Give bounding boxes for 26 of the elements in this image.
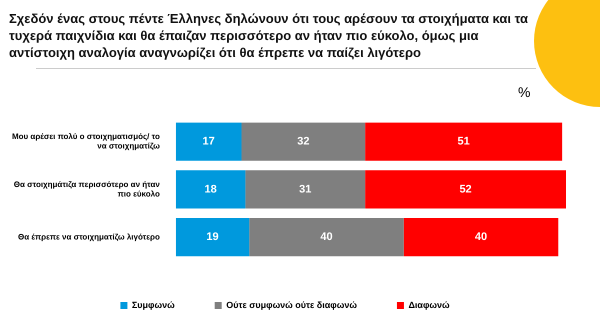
data-label: 32 bbox=[297, 136, 310, 148]
y-tick-label: Μου αρέσει πολύ ο στοιχηματισμός/ το να στοιχηματίζω bbox=[12, 132, 160, 151]
bar bbox=[365, 122, 562, 161]
chart-title: Σχεδόν ένας στους πέντε Έλληνες δηλώνουν ότι τους αρέσουν τα στοιχήματα και τα τυχερά παιχνίδια και θα έπαιζαν περισσότερο αν ήταν πιο εύκολο, όμως μια αντίστοιχη αναλογία αναγνωρίζει ότι θα έπρεπε να παίζει λιγότερο bbox=[9, 10, 530, 61]
bar bbox=[176, 170, 246, 208]
y-tick-label: Θα έπρεπε να στοιχηματίζω λιγότερο bbox=[18, 232, 160, 242]
legend-label: Διαφωνώ bbox=[408, 300, 450, 310]
bar bbox=[249, 218, 404, 256]
bar bbox=[404, 218, 558, 256]
data-label: 52 bbox=[459, 183, 472, 196]
text: % bbox=[518, 84, 530, 100]
y-tick-label: Θα στοιχημάτιζα περισσότερο αν ήταν πιο εύκολο bbox=[14, 180, 160, 198]
data-label: 19 bbox=[206, 231, 219, 244]
data-label: 18 bbox=[204, 183, 217, 196]
legend-label: Ούτε συμφωνώ ούτε διαφωνώ bbox=[226, 300, 358, 310]
data-label: 51 bbox=[458, 136, 470, 148]
bar bbox=[365, 170, 566, 208]
data-label: 17 bbox=[202, 136, 215, 148]
bar bbox=[245, 170, 366, 208]
data-label: 31 bbox=[299, 183, 312, 196]
bar bbox=[242, 122, 366, 161]
bar bbox=[176, 218, 250, 256]
bar bbox=[176, 122, 242, 161]
data-label: 40 bbox=[474, 231, 488, 244]
legend-label: Συμφωνώ bbox=[132, 300, 176, 310]
data-label: 40 bbox=[320, 231, 333, 244]
